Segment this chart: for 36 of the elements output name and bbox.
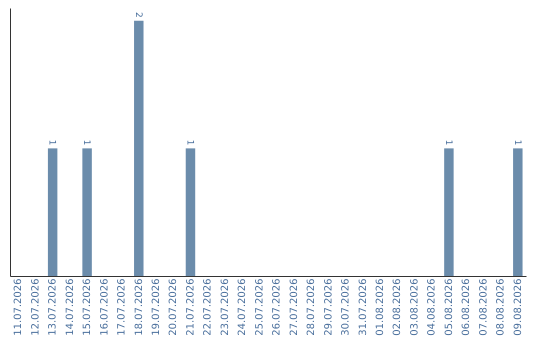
x-tick-label: 21.07.2026 xyxy=(185,278,196,336)
data-label: 1 xyxy=(81,140,92,146)
x-tick-label: 15.07.2026 xyxy=(82,278,94,336)
x-tick-label: 13.07.2026 xyxy=(48,278,59,336)
x-tick-label: 30.07.2026 xyxy=(340,278,352,336)
x-tick-label: 06.08.2026 xyxy=(461,278,472,336)
data-label: 1 xyxy=(184,140,194,146)
x-tick-label: 14.07.2026 xyxy=(64,278,76,336)
data-label: 2 xyxy=(132,12,143,18)
x-tick-label: 01.08.2026 xyxy=(374,278,386,336)
x-tick-label: 02.08.2026 xyxy=(392,278,404,336)
x-tick-label: 25.07.2026 xyxy=(254,278,266,336)
x-tick-label: 11.07.2026 xyxy=(13,278,24,336)
x-tick-label: 03.08.2026 xyxy=(409,278,420,336)
x-tick-label: 19.07.2026 xyxy=(151,278,162,336)
x-tick-label: 26.07.2026 xyxy=(272,278,283,336)
x-tick-label: 29.07.2026 xyxy=(323,278,334,336)
x-tick-label: 18.07.2026 xyxy=(134,278,145,336)
x-tick-label: 22.07.2026 xyxy=(202,278,214,336)
x-tick-label: 16.07.2026 xyxy=(99,278,110,336)
x-tick-label: 12.07.2026 xyxy=(30,278,42,336)
x-tick-label: 04.08.2026 xyxy=(426,278,438,336)
x-tick-label: 20.07.2026 xyxy=(168,278,180,336)
x-tick-label: 28.07.2026 xyxy=(306,278,318,336)
x-tick-label: 24.07.2026 xyxy=(237,278,248,336)
x-tick-label: 23.07.2026 xyxy=(220,278,231,336)
data-label: 1 xyxy=(512,140,522,146)
data-label: 1 xyxy=(442,140,453,146)
x-tick-label: 07.08.2026 xyxy=(478,278,490,336)
x-tick-label: 05.08.2026 xyxy=(444,278,455,336)
data-label: 1 xyxy=(46,140,57,146)
x-tick-label: 27.07.2026 xyxy=(288,278,300,336)
x-tick-label: 09.08.2026 xyxy=(512,278,524,336)
x-tick-label: 31.07.2026 xyxy=(358,278,369,336)
x-tick-label: 17.07.2026 xyxy=(116,278,128,336)
x-tick-label: 08.08.2026 xyxy=(496,278,507,336)
